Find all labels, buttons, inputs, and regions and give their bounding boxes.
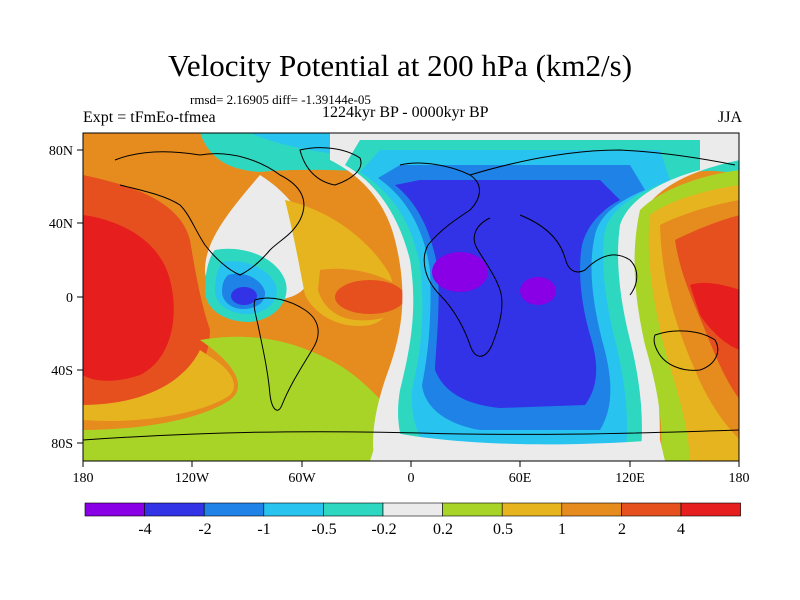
colorbar-label: 1 [558, 521, 566, 538]
experiment-label: Expt = tFmEo-tfmea [83, 109, 216, 126]
colorbar-box [323, 502, 384, 517]
lon-tick-label: 0 [408, 471, 415, 486]
colorbar-label: 0.5 [493, 521, 513, 538]
coast-australia [653, 330, 719, 371]
colorbar-label: -0.2 [371, 521, 396, 538]
page-title: Velocity Potential at 200 hPa (km2/s) [167, 48, 633, 83]
coastlines [83, 147, 739, 441]
contour-central-american-blue-core [231, 287, 257, 305]
coast-greenland [299, 147, 362, 186]
coast-antarctica [83, 429, 739, 441]
colorbar-box [382, 502, 443, 517]
colorbar-label: -2 [198, 521, 211, 538]
colorbar-label: 0.2 [433, 521, 453, 538]
colorbar-box [263, 502, 324, 517]
contour-africa-purple [432, 252, 488, 292]
colorbar-box [442, 502, 503, 517]
contour-pacific-red [83, 215, 174, 381]
colorbar-boxes [84, 502, 741, 517]
contour-indian-purple [520, 277, 556, 305]
lon-tick-label: 120W [175, 471, 210, 486]
contour-south-lime [83, 336, 420, 461]
colorbar-box [144, 502, 205, 517]
contour-band-blue [395, 180, 620, 408]
colorbar-label: -0.5 [311, 521, 336, 538]
lon-tick-label: 60W [288, 471, 316, 486]
lat-tick-label: 80S [51, 437, 73, 452]
colorbar-box [680, 502, 741, 517]
lon-tick-label: 180 [729, 471, 750, 486]
stats-line: rmsd= 2.16905 diff= -1.39144e-05 [190, 92, 371, 107]
lon-tick-label: 120E [615, 471, 645, 486]
lat-tick-label: 0 [66, 291, 73, 306]
lon-tick-label: 180 [73, 471, 94, 486]
lat-axis: 80N 40N 0 40S 80S [49, 144, 83, 452]
colorbar-box [621, 502, 682, 517]
coast-south-america [253, 297, 319, 411]
colorbar-label: -4 [138, 521, 151, 538]
lat-tick-label: 40S [51, 364, 73, 379]
contour-atlantic-red [335, 280, 405, 314]
colorbar: -4 -2 -1 -0.5 -0.2 0.2 0.5 1 2 4 [84, 502, 741, 538]
contour-south-gold [83, 350, 235, 421]
coast-asia [469, 149, 736, 296]
contour-antarctic-white [370, 430, 665, 461]
lon-axis: 180 120W 60W 0 60E 120E 180 [73, 461, 750, 486]
colorbar-box [84, 502, 145, 517]
coast-europe-africa [399, 162, 503, 357]
period-label: 1224kyr BP - 0000kyr BP [322, 104, 489, 121]
colorbar-label: 2 [618, 521, 626, 538]
colorbar-label: 4 [677, 521, 685, 538]
contour-field [83, 133, 739, 461]
colorbar-box [501, 502, 563, 517]
lat-tick-label: 80N [49, 144, 73, 159]
colorbar-label: -1 [257, 521, 270, 538]
coast-north-america [114, 151, 305, 276]
contour-east-red [690, 282, 739, 350]
lat-tick-label: 40N [49, 217, 73, 232]
colorbar-box [561, 502, 622, 517]
colorbar-box [203, 502, 265, 517]
lon-tick-label: 60E [509, 471, 532, 486]
season-label: JJA [718, 109, 743, 126]
